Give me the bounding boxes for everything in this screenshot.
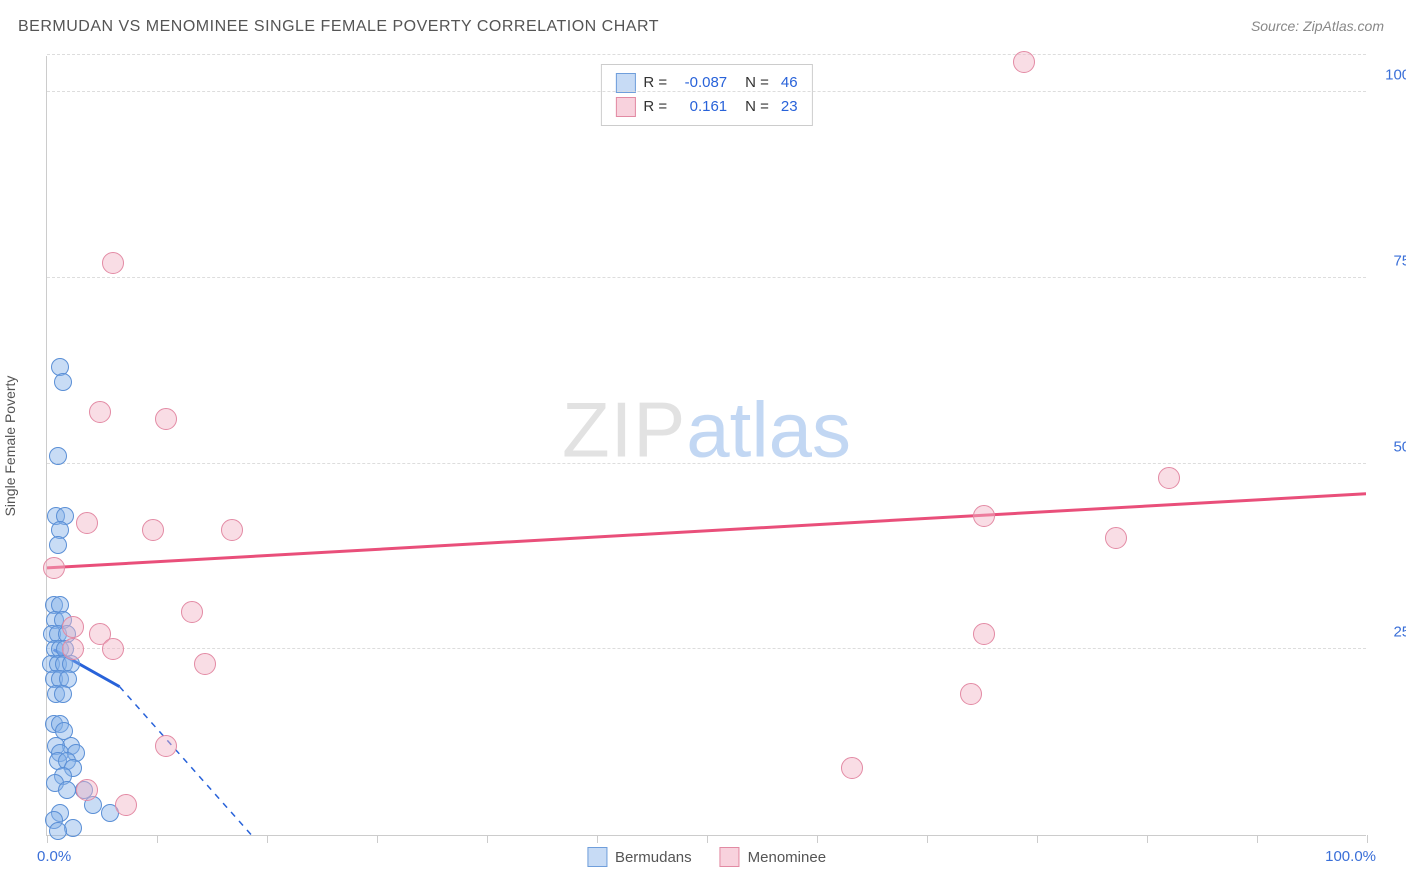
scatter-point bbox=[64, 819, 82, 837]
trend-lines bbox=[47, 56, 1366, 835]
scatter-point bbox=[973, 623, 995, 645]
x-tick bbox=[707, 835, 708, 843]
y-tick-label: 100.0% bbox=[1376, 67, 1406, 84]
watermark-right: atlas bbox=[686, 385, 851, 473]
scatter-point bbox=[76, 779, 98, 801]
x-tick-min: 0.0% bbox=[37, 848, 71, 865]
x-tick bbox=[1147, 835, 1148, 843]
watermark-left: ZIP bbox=[562, 385, 686, 473]
legend-swatch bbox=[615, 73, 635, 93]
scatter-point bbox=[62, 616, 84, 638]
gridline bbox=[47, 463, 1366, 464]
x-tick bbox=[817, 835, 818, 843]
y-axis-label: Single Female Poverty bbox=[2, 376, 18, 517]
legend-n-value: 23 bbox=[781, 95, 798, 119]
x-tick bbox=[927, 835, 928, 843]
scatter-point bbox=[115, 794, 137, 816]
scatter-point bbox=[221, 519, 243, 541]
series-legend: Bermudans Menominee bbox=[587, 847, 826, 867]
scatter-point bbox=[54, 373, 72, 391]
scatter-point bbox=[960, 683, 982, 705]
scatter-point bbox=[155, 408, 177, 430]
gridline bbox=[47, 277, 1366, 278]
plot-area: ZIPatlas R =-0.087N =46R =0.161N =23 Ber… bbox=[46, 56, 1366, 836]
scatter-point bbox=[49, 536, 67, 554]
series-legend-item: Menominee bbox=[720, 847, 826, 867]
x-tick bbox=[47, 835, 48, 843]
scatter-point bbox=[1105, 527, 1127, 549]
scatter-point bbox=[155, 735, 177, 757]
source-label: Source: ZipAtlas.com bbox=[1251, 18, 1384, 34]
scatter-point bbox=[102, 252, 124, 274]
scatter-point bbox=[973, 505, 995, 527]
legend-r-value: 0.161 bbox=[675, 95, 727, 119]
gridline bbox=[47, 91, 1366, 92]
legend-swatch bbox=[615, 97, 635, 117]
y-tick-label: 50.0% bbox=[1376, 438, 1406, 455]
scatter-point bbox=[43, 557, 65, 579]
legend-swatch bbox=[720, 847, 740, 867]
legend-swatch bbox=[587, 847, 607, 867]
scatter-point bbox=[76, 512, 98, 534]
scatter-point bbox=[49, 447, 67, 465]
series-legend-label: Bermudans bbox=[615, 849, 692, 866]
scatter-point bbox=[1013, 51, 1035, 73]
chart-container: BERMUDAN VS MENOMINEE SINGLE FEMALE POVE… bbox=[0, 0, 1406, 892]
x-tick bbox=[157, 835, 158, 843]
chart-title: BERMUDAN VS MENOMINEE SINGLE FEMALE POVE… bbox=[18, 18, 659, 36]
x-tick bbox=[1037, 835, 1038, 843]
x-tick bbox=[267, 835, 268, 843]
scatter-point bbox=[54, 685, 72, 703]
stats-legend: R =-0.087N =46R =0.161N =23 bbox=[600, 64, 812, 126]
series-legend-label: Menominee bbox=[748, 849, 826, 866]
scatter-point bbox=[49, 822, 67, 840]
scatter-point bbox=[142, 519, 164, 541]
x-tick bbox=[1367, 835, 1368, 843]
scatter-point bbox=[1158, 467, 1180, 489]
legend-r-label: R = bbox=[643, 95, 667, 119]
scatter-point bbox=[102, 638, 124, 660]
x-tick bbox=[597, 835, 598, 843]
scatter-point bbox=[181, 601, 203, 623]
gridline bbox=[47, 648, 1366, 649]
scatter-point bbox=[62, 638, 84, 660]
legend-n-label: N = bbox=[745, 95, 769, 119]
y-tick-label: 75.0% bbox=[1376, 252, 1406, 269]
gridline bbox=[47, 54, 1366, 55]
series-legend-item: Bermudans bbox=[587, 847, 692, 867]
x-tick-max: 100.0% bbox=[1325, 848, 1376, 865]
x-tick bbox=[377, 835, 378, 843]
scatter-point bbox=[89, 401, 111, 423]
scatter-point bbox=[841, 757, 863, 779]
y-tick-label: 25.0% bbox=[1376, 624, 1406, 641]
x-tick bbox=[487, 835, 488, 843]
stats-legend-row: R = 0.161 N = 23 bbox=[615, 95, 797, 119]
scatter-point bbox=[194, 653, 216, 675]
x-tick bbox=[1257, 835, 1258, 843]
scatter-point bbox=[58, 781, 76, 799]
